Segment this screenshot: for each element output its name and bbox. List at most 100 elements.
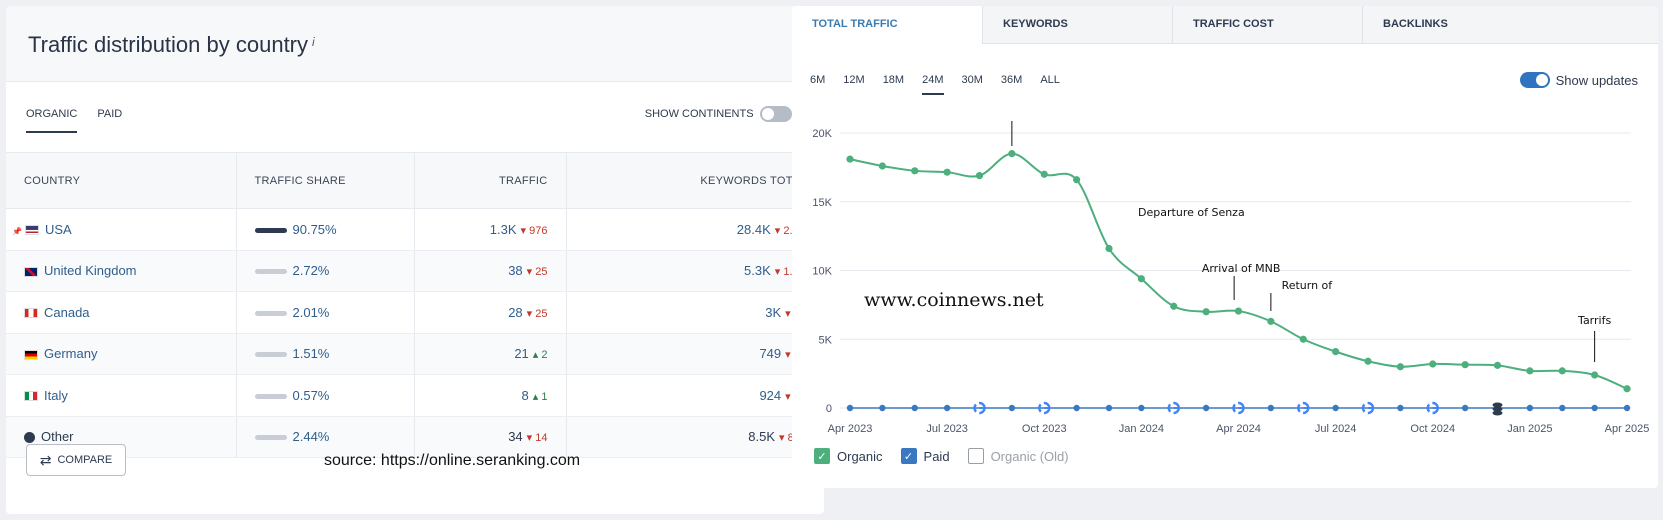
y-tick-label: 0 <box>826 403 832 415</box>
traffic-type-tabs: ORGANIC PAID <box>26 104 142 134</box>
country-link[interactable]: USA <box>44 221 72 237</box>
organic-point <box>1461 361 1469 369</box>
organic-point <box>1526 367 1534 375</box>
tab-paid[interactable]: PAID <box>97 108 123 120</box>
info-icon[interactable]: i <box>312 34 315 49</box>
traffic-value[interactable]: 38 <box>508 263 523 279</box>
col-keywords-total[interactable]: KEYWORDS TOTAL <box>565 152 824 209</box>
chart-legend: ✓ Organic ✓ Paid Organic (Old) <box>814 448 1087 464</box>
watermark-text: www.coinnews.net <box>864 289 1044 311</box>
traffic-value[interactable]: 1.3K <box>489 221 517 237</box>
paid-point <box>943 404 951 412</box>
share-bar <box>254 435 287 441</box>
show-continents-toggle[interactable] <box>759 106 792 122</box>
panel-header: Traffic distribution by country i <box>6 6 824 82</box>
traffic-value: 34 <box>508 429 523 445</box>
arrow-down-icon: ▾ <box>785 349 791 362</box>
it-flag <box>24 391 38 402</box>
country-link[interactable]: Italy <box>44 387 68 403</box>
traffic-cell: 38 ▾ 25 <box>413 250 566 292</box>
paid-point <box>1397 404 1404 412</box>
panel-title: Traffic distribution by country <box>28 32 309 57</box>
chart-annotation: Tarrifs <box>1577 314 1611 327</box>
share-bar <box>254 227 287 233</box>
x-tick-label: Jan 2024 <box>1119 423 1164 435</box>
range-6m[interactable]: 6M <box>810 74 826 86</box>
traffic-delta: ▴ 1 <box>533 391 548 403</box>
share-bar <box>254 310 287 316</box>
keywords-value[interactable]: 749 <box>759 346 782 362</box>
keywords-cell: 8.5K▾ 828 <box>565 416 824 458</box>
share-bar <box>254 269 287 275</box>
paid-point <box>1591 404 1598 412</box>
ca-flag <box>24 308 38 319</box>
keywords-cell: 924▾ 82 <box>565 374 824 417</box>
col-traffic-share[interactable]: TRAFFIC SHARE <box>235 152 414 209</box>
organic-point <box>1299 335 1307 343</box>
traffic-line-chart: 0 5K 10K 15K 20K Apr 2023 Jul 2023 Oct 2023 Jan … <box>812 121 1649 435</box>
traffic-value[interactable]: 28 <box>508 304 523 320</box>
country-link[interactable]: Germany <box>44 346 98 362</box>
pin-icon[interactable]: 📌 <box>12 226 22 236</box>
keywords-value[interactable]: 924 <box>759 387 782 403</box>
keywords-value[interactable]: 5.3K <box>744 263 771 279</box>
keywords-value: 8.5K <box>748 429 776 445</box>
range-30m[interactable]: 30M <box>961 74 983 86</box>
col-country[interactable]: COUNTRY <box>6 152 236 209</box>
show-updates-toggle[interactable] <box>1519 72 1550 88</box>
metric-tabs: TOTAL TRAFFIC KEYWORDS TRAFFIC COST BACK… <box>792 6 1658 45</box>
legend-organic[interactable]: ✓ Organic <box>814 448 883 464</box>
compare-button[interactable]: ⇄ COMPARE <box>26 444 126 476</box>
range-36m[interactable]: 36M <box>1000 74 1023 86</box>
compare-label: COMPARE <box>57 454 113 466</box>
arrow-up-icon: ▴ <box>532 349 539 362</box>
keywords-value[interactable]: 3K <box>765 304 782 320</box>
traffic-value[interactable]: 21 <box>514 346 529 362</box>
range-12m[interactable]: 12M <box>843 74 865 86</box>
y-tick-label: 5K <box>819 334 833 346</box>
keywords-value[interactable]: 28.4K <box>736 221 771 237</box>
chart-annotation: Arrival of MNB <box>1202 262 1281 275</box>
legend-paid[interactable]: ✓ Paid <box>900 448 950 464</box>
col-traffic[interactable]: TRAFFIC <box>413 152 566 209</box>
range-18m[interactable]: 18M <box>882 74 905 86</box>
tab-keywords[interactable]: KEYWORDS <box>982 6 1172 43</box>
arrow-down-icon: ▾ <box>785 390 791 403</box>
show-updates-label: Show updates <box>1555 72 1638 88</box>
traffic-value[interactable]: 8 <box>521 387 529 403</box>
y-tick-label: 15K <box>812 197 832 209</box>
range-all[interactable]: ALL <box>1040 74 1060 86</box>
tab-traffic-cost[interactable]: TRAFFIC COST <box>1172 6 1362 43</box>
share-value: 2.01% <box>292 304 330 320</box>
x-tick-label: Oct 2023 <box>1022 423 1067 435</box>
paid-point <box>1105 404 1113 412</box>
organic-point <box>1073 176 1081 184</box>
show-updates-control: Show updates <box>1519 72 1638 88</box>
organic-point <box>1170 302 1178 310</box>
organic-point <box>1332 348 1340 356</box>
arrow-down-icon: ▾ <box>774 266 781 279</box>
country-link[interactable]: Canada <box>44 304 90 320</box>
paid-point <box>1138 404 1145 412</box>
tab-backlinks[interactable]: BACKLINKS <box>1362 6 1552 43</box>
traffic-cell: 34 ▾ 14 <box>413 416 566 458</box>
arrow-down-icon: ▾ <box>785 307 791 320</box>
paid-point <box>1202 404 1210 412</box>
legend-organic-old[interactable]: Organic (Old) <box>967 448 1069 464</box>
database-update-icon <box>1492 410 1503 416</box>
paid-point <box>846 404 854 412</box>
traffic-cell: 8 ▴ 1 <box>413 374 566 417</box>
tab-organic[interactable]: ORGANIC <box>26 104 78 133</box>
checkbox-checked-icon: ✓ <box>900 448 917 464</box>
x-tick-label: Jul 2024 <box>1315 423 1357 435</box>
arrow-down-icon: ▾ <box>526 432 533 445</box>
traffic-delta: ▾ 25 <box>527 308 548 320</box>
paid-point <box>1623 404 1631 412</box>
swap-arrows-icon: ⇄ <box>39 451 52 468</box>
tab-total-traffic[interactable]: TOTAL TRAFFIC <box>792 6 982 45</box>
range-24m[interactable]: 24M <box>922 74 944 95</box>
x-tick-label: Apr 2024 <box>1216 423 1261 435</box>
country-link[interactable]: United Kingdom <box>44 263 137 279</box>
share-value: 0.57% <box>292 387 330 403</box>
